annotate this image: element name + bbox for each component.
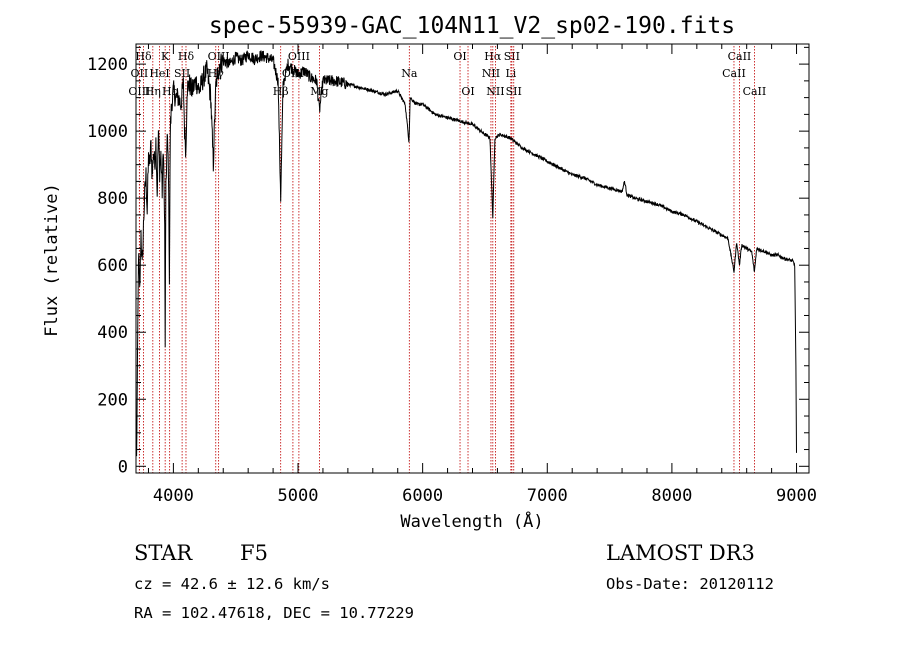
x-tick-label: 6000	[402, 486, 443, 506]
line-label: Li	[505, 67, 516, 80]
emission-line-markers: HδOIIOIIIKHeIHηHδSIIHεOIIIHγHβOIIIOIIIMg…	[128, 46, 766, 473]
line-label: SII	[506, 85, 522, 98]
line-label: K	[161, 50, 170, 63]
axis-ticks: 4000 5000 6000 7000 8000 9000 0 200 400 600 800 100…	[87, 44, 817, 506]
y-tick-label: 800	[97, 189, 128, 209]
y-tick-label: 1000	[87, 122, 128, 142]
line-label: Na	[401, 67, 418, 80]
x-tick-label: 7000	[527, 486, 568, 506]
y-tick-label: 400	[97, 323, 128, 343]
line-label: OI	[453, 50, 466, 63]
chart-title: spec-55939-GAC_104N11_V2_sp02-190.fits	[209, 13, 735, 39]
line-label: NII	[482, 67, 500, 80]
coordinates: RA = 102.47618, DEC = 10.77229	[134, 604, 414, 622]
x-tick-label: 4000	[153, 486, 194, 506]
line-label: OIII	[288, 50, 310, 63]
line-label: SII	[174, 67, 190, 80]
line-label: CaII	[728, 50, 752, 63]
x-tick-label: 5000	[278, 486, 319, 506]
x-tick-label: 9000	[776, 486, 817, 506]
line-label: Hδ	[178, 50, 195, 63]
object-subclass: F5	[240, 541, 268, 565]
y-tick-label: 600	[97, 256, 128, 276]
line-label: OI	[461, 85, 474, 98]
obs-date: Obs-Date: 20120112	[606, 575, 774, 593]
x-tick-label: 8000	[651, 486, 692, 506]
line-label: Hα	[484, 50, 502, 63]
line-label: SII	[504, 50, 520, 63]
line-label: NII	[486, 85, 504, 98]
line-label: Hδ	[135, 50, 152, 63]
y-axis-label: Flux (relative)	[42, 183, 62, 337]
redshift-info: cz = 42.6 ± 12.6 km/s	[134, 575, 330, 593]
line-label: Hβ	[273, 85, 289, 98]
line-label: CaII	[722, 67, 746, 80]
x-axis-label: Wavelength (Å)	[400, 510, 543, 532]
y-tick-label: 1200	[87, 55, 128, 75]
line-label: OIII	[128, 85, 150, 98]
object-class: STAR	[134, 541, 193, 565]
y-tick-label: 200	[97, 390, 128, 410]
line-label: Mg	[310, 85, 328, 98]
spectrum-plot	[136, 50, 797, 457]
line-label: HeI	[149, 67, 169, 80]
line-label: Hη	[145, 85, 161, 98]
y-tick-label: 0	[118, 457, 128, 477]
line-label: CaII	[743, 85, 767, 98]
spectrum-line	[136, 50, 797, 457]
survey-name: LAMOST DR3	[606, 541, 755, 565]
plot-frame	[135, 43, 810, 474]
